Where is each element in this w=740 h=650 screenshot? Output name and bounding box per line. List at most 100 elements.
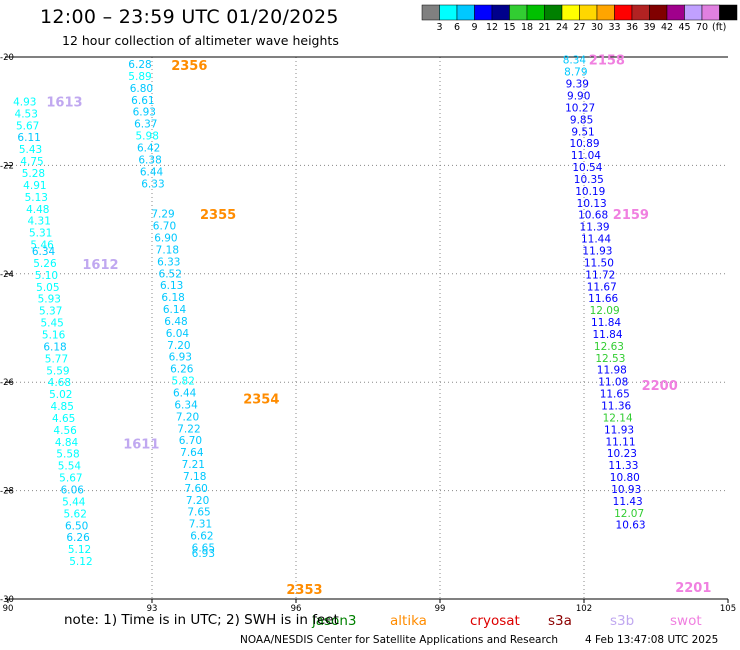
- data-point-s3b: 6.50: [65, 520, 88, 532]
- x-tick-label: 102: [576, 604, 592, 614]
- credit-text: NOAA/NESDIS Center for Satellite Applica…: [240, 634, 558, 646]
- data-point-s3b: 4.48: [26, 204, 49, 216]
- data-point-s3b: 5.44: [62, 496, 86, 508]
- color-swatch: [439, 4, 458, 21]
- satellite-legend: jason3 altika cryosat s3a s3b swot: [311, 613, 702, 629]
- data-point-swot: 11.33: [608, 460, 638, 472]
- color-scale-label: 27: [573, 22, 585, 33]
- data-point-altika: 5.82: [172, 376, 195, 388]
- data-point-s3b: 5.45: [40, 318, 63, 330]
- color-scale-unit: (ft): [712, 22, 726, 33]
- color-swatch: [474, 4, 493, 21]
- satellite-legend-s3b: s3b: [610, 613, 634, 629]
- data-point-s3b: 4.91: [23, 180, 46, 192]
- data-point-swot: 10.80: [610, 472, 640, 484]
- data-point-altika: 6.37: [134, 119, 157, 131]
- data-point-swot: 12.07: [614, 508, 644, 520]
- data-point-altika: 6.62: [190, 531, 213, 543]
- pass-label-altika: 2356: [171, 59, 207, 74]
- data-point-altika: 7.20: [186, 495, 209, 507]
- data-point-altika: 7.64: [180, 447, 204, 459]
- data-point-altika: 6.38: [138, 154, 161, 166]
- data-point-swot: 10.27: [565, 102, 595, 114]
- data-point-altika: 7.22: [177, 423, 200, 435]
- data-point-altika: 6.28: [128, 59, 151, 71]
- data-point-altika: 6.93: [192, 548, 215, 560]
- data-point-swot: 11.67: [587, 281, 617, 293]
- color-scale-label: 15: [503, 22, 515, 33]
- data-point-altika: 6.80: [130, 83, 153, 95]
- satellite-legend-altika: altika: [390, 613, 427, 629]
- color-swatch: [544, 4, 563, 21]
- data-point-altika: 6.44: [140, 166, 164, 178]
- data-point-altika: 6.44: [173, 387, 197, 399]
- data-point-swot: 11.39: [580, 222, 610, 234]
- data-point-swot: 11.44: [581, 234, 611, 246]
- data-point-s3b: 5.02: [49, 389, 72, 401]
- data-point-swot: 8.34: [563, 55, 587, 67]
- color-scale-label: 24: [556, 22, 568, 33]
- data-point-swot: 11.84: [591, 317, 621, 329]
- data-point-s3b: 4.68: [48, 377, 71, 389]
- color-scale-label: 12: [486, 22, 498, 33]
- pass-label-altika: 2355: [200, 208, 236, 223]
- color-scale-label: 42: [661, 22, 673, 33]
- data-point-swot: 11.98: [597, 365, 627, 377]
- color-swatch: [684, 4, 703, 21]
- data-point-s3b: 4.75: [20, 156, 43, 168]
- data-point-altika: 6.33: [157, 256, 180, 268]
- data-point-swot: 11.04: [571, 150, 601, 162]
- data-point-s3b: 6.26: [66, 532, 90, 544]
- data-point-s3b: 5.43: [19, 144, 42, 156]
- color-scale-label: 21: [538, 22, 550, 33]
- data-point-altika: 6.52: [159, 268, 182, 280]
- color-scale-label: 39: [643, 22, 655, 33]
- chart-grid: [8, 57, 728, 599]
- data-point-altika: 7.60: [184, 483, 207, 495]
- data-point-altika: 6.70: [153, 221, 176, 233]
- data-point-swot: 12.09: [590, 305, 620, 317]
- color-swatch: [666, 4, 685, 21]
- x-tick-label: 99: [435, 604, 446, 614]
- data-point-altika: 6.61: [131, 95, 154, 107]
- data-point-altika: 7.20: [176, 411, 199, 423]
- data-point-swot: 10.54: [572, 162, 602, 174]
- data-point-altika: 6.90: [154, 232, 177, 244]
- y-tick-label: -26: [0, 378, 14, 388]
- data-point-altika: 7.31: [189, 519, 212, 531]
- data-point-swot: 11.11: [605, 436, 635, 448]
- color-swatch: [421, 4, 440, 21]
- y-tick-label: -28: [0, 487, 14, 497]
- x-tick-label: 90: [3, 604, 14, 614]
- x-tick-label: 105: [720, 604, 736, 614]
- data-point-s3b: 5.46: [30, 240, 54, 252]
- data-point-swot: 11.84: [592, 329, 622, 341]
- color-swatch: [561, 4, 580, 21]
- data-point-s3b: 5.12: [68, 544, 91, 556]
- data-point-altika: 6.13: [160, 280, 183, 292]
- data-point-swot: 11.93: [582, 245, 612, 257]
- data-point-altika: 7.18: [183, 471, 206, 483]
- data-point-s3b: 4.93: [13, 96, 36, 108]
- data-point-s3b: 5.31: [29, 228, 52, 240]
- data-point-swot: 9.85: [570, 114, 593, 126]
- data-point-s3b: 5.05: [36, 282, 59, 294]
- x-tick-label: 93: [147, 604, 158, 614]
- data-point-swot: 10.23: [607, 448, 637, 460]
- data-point-altika: 7.18: [156, 244, 179, 256]
- data-point-s3b: 5.37: [39, 306, 62, 318]
- data-point-s3b: 5.77: [45, 353, 68, 365]
- data-point-swot: 11.08: [598, 377, 628, 389]
- data-point-swot: 10.35: [574, 174, 604, 186]
- data-point-swot: 10.13: [577, 198, 607, 210]
- note-text: note: 1) Time is in UTC; 2) SWH is in fe…: [64, 612, 339, 628]
- color-swatch: [701, 4, 720, 21]
- data-point-altika: 6.26: [170, 364, 194, 376]
- satellite-legend-swot: swot: [670, 613, 702, 629]
- data-point-swot: 12.63: [594, 341, 624, 353]
- pass-label-swot: 2201: [675, 581, 711, 596]
- data-point-swot: 9.39: [566, 79, 589, 91]
- data-point-altika: 6.04: [166, 328, 190, 340]
- data-point-s3b: 5.54: [58, 461, 82, 473]
